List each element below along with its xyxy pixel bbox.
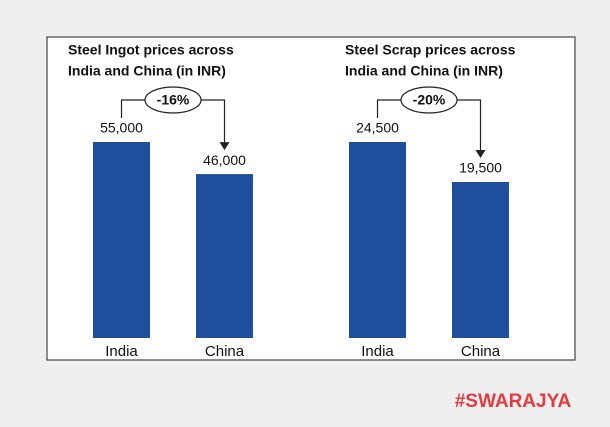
chart-title: Steel Scrap prices across bbox=[345, 42, 516, 58]
chart-title: India and China (in INR) bbox=[68, 63, 226, 79]
annotation-bubble bbox=[144, 86, 202, 114]
bar bbox=[349, 142, 406, 338]
x-tick-label: India bbox=[361, 343, 394, 360]
x-tick-label: China bbox=[461, 343, 501, 360]
value-label: 24,500 bbox=[356, 120, 399, 136]
chart-title: India and China (in INR) bbox=[345, 63, 503, 79]
bar bbox=[196, 174, 253, 338]
chart-title: Steel Ingot prices across bbox=[68, 42, 234, 58]
arrow-head bbox=[219, 142, 230, 151]
annotation-bubble bbox=[400, 86, 458, 114]
annotation: -20% bbox=[413, 92, 446, 108]
bar bbox=[452, 182, 509, 338]
bar bbox=[93, 142, 150, 338]
value-label: 46,000 bbox=[203, 152, 246, 168]
x-tick-label: China bbox=[205, 343, 245, 360]
annotation: -16% bbox=[157, 92, 190, 108]
value-label: 55,000 bbox=[100, 120, 143, 136]
watermark: #SWARAJYA bbox=[455, 391, 572, 412]
arrow-head bbox=[475, 150, 486, 158]
x-tick-label: India bbox=[105, 343, 138, 360]
value-label: 19,500 bbox=[459, 160, 502, 176]
